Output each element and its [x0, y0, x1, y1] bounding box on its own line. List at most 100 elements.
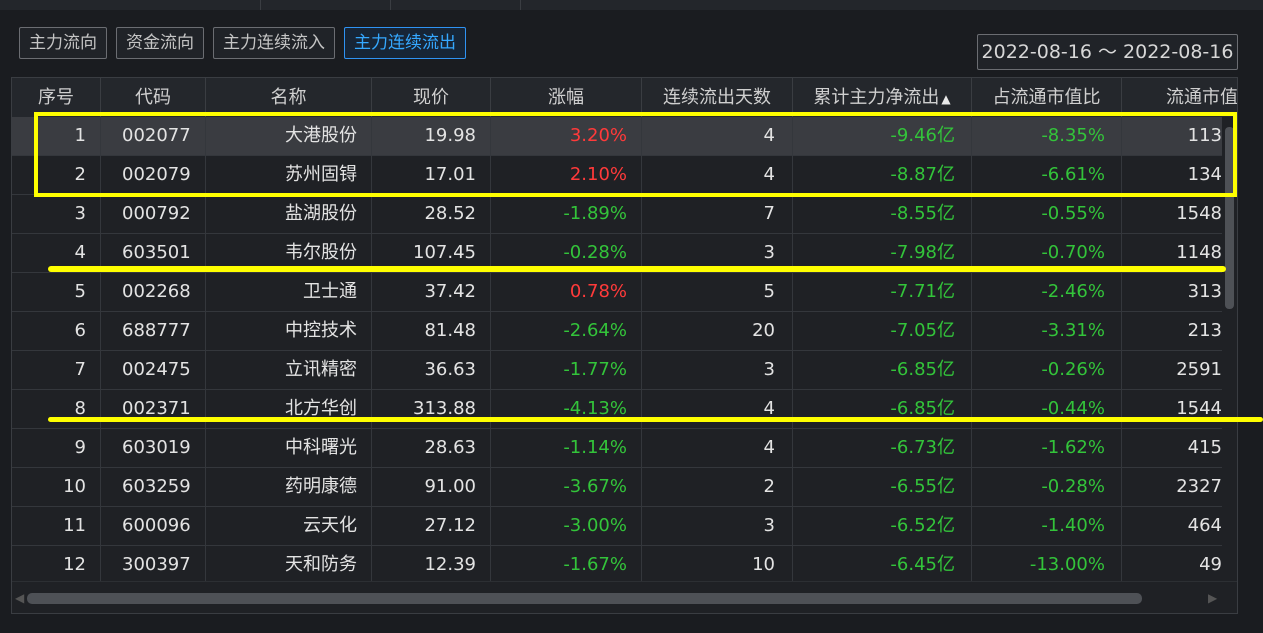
- table-row[interactable]: 2 002079 苏州固锝 17.01 2.10% 4 -8.87亿 -6.61% 134: [12, 156, 1222, 195]
- cell-index: 5: [12, 273, 101, 311]
- cell-name: 中控技术: [206, 312, 372, 350]
- cell-index: 3: [12, 195, 101, 233]
- cell-price: 81.48: [372, 312, 491, 350]
- cell-price: 91.00: [372, 468, 491, 506]
- cell-price: 313.88: [372, 390, 491, 428]
- cell-outflow-days: 3: [642, 351, 793, 389]
- cell-code: 002475: [101, 351, 206, 389]
- cell-float-mcap: 113: [1187, 125, 1222, 146]
- cell-code: 002268: [101, 273, 206, 311]
- cell-float-mcap: 49: [1199, 554, 1222, 575]
- top-strip-segment[interactable]: [390, 0, 521, 10]
- cell-float-ratio: -3.31%: [972, 312, 1122, 350]
- table-body: 1 002077 大港股份 19.98 3.20% 4 -9.46亿 -8.35% 113 2 00…: [12, 117, 1222, 581]
- table-row[interactable]: 7 002475 立讯精密 36.63 -1.77% 3 -6.85亿 -0.26% 2591: [12, 351, 1222, 390]
- cell-price: 28.52: [372, 195, 491, 233]
- cell-net-outflow: -7.05亿: [793, 312, 972, 350]
- column-header-price[interactable]: 现价: [372, 78, 491, 117]
- cell-index: 6: [12, 312, 101, 350]
- cell-outflow-days: 2: [642, 468, 793, 506]
- cell-change: -3.67%: [491, 468, 642, 506]
- flow-type-tabs: 主力流向 资金流向 主力连续流入 主力连续流出: [19, 27, 466, 61]
- cell-float-ratio: -0.28%: [972, 468, 1122, 506]
- table-row[interactable]: 4 603501 韦尔股份 107.45 -0.28% 3 -7.98亿 -0.70% 1148: [12, 234, 1222, 273]
- cell-float-ratio: -0.26%: [972, 351, 1122, 389]
- tab-continuous-outflow[interactable]: 主力连续流出: [344, 27, 466, 59]
- table-row[interactable]: 3 000792 盐湖股份 28.52 -1.89% 7 -8.55亿 -0.55% 1548: [12, 195, 1222, 234]
- cell-net-outflow: -6.85亿: [793, 390, 972, 428]
- table-row[interactable]: 11 600096 云天化 27.12 -3.00% 3 -6.52亿 -1.40% 464: [12, 507, 1222, 546]
- cell-float-mcap: 1148: [1176, 242, 1222, 263]
- top-tab-strip: [0, 0, 1263, 10]
- scroll-left-icon[interactable]: ◀: [15, 591, 25, 605]
- table-row[interactable]: 8 002371 北方华创 313.88 -4.13% 4 -6.85亿 -0.44% 1544: [12, 390, 1222, 429]
- cell-name: 盐湖股份: [206, 195, 372, 233]
- top-strip-segment[interactable]: [260, 0, 391, 10]
- table-row[interactable]: 5 002268 卫士通 37.42 0.78% 5 -7.71亿 -2.46% 313: [12, 273, 1222, 312]
- tab-continuous-inflow[interactable]: 主力连续流入: [213, 27, 335, 59]
- cell-change: -4.13%: [491, 390, 642, 428]
- sort-ascending-icon: ▲: [941, 92, 951, 106]
- scroll-right-icon[interactable]: ▶: [1208, 591, 1218, 605]
- column-header-index[interactable]: 序号: [12, 78, 101, 117]
- cell-name: 韦尔股份: [206, 234, 372, 272]
- cell-net-outflow: -8.87亿: [793, 156, 972, 194]
- table-row[interactable]: 10 603259 药明康德 91.00 -3.67% 2 -6.55亿 -0.28% 2327: [12, 468, 1222, 507]
- cell-change: 0.78%: [491, 273, 642, 311]
- vertical-scrollbar[interactable]: [1222, 117, 1237, 581]
- cell-name: 天和防务: [206, 546, 372, 581]
- cell-price: 19.98: [372, 117, 491, 155]
- cell-change: -1.14%: [491, 429, 642, 467]
- cell-float-ratio: -13.00%: [972, 546, 1122, 581]
- cell-change: -1.77%: [491, 351, 642, 389]
- date-range-picker[interactable]: 2022-08-16 ～ 2022-08-16: [977, 34, 1238, 70]
- tab-main-flow[interactable]: 主力流向: [19, 27, 107, 59]
- table-row[interactable]: 1 002077 大港股份 19.98 3.20% 4 -9.46亿 -8.35% 113: [12, 117, 1222, 156]
- column-header-change[interactable]: 涨幅: [491, 78, 642, 117]
- cell-float-ratio: -2.46%: [972, 273, 1122, 311]
- cell-float-ratio: -0.55%: [972, 195, 1122, 233]
- cell-outflow-days: 5: [642, 273, 793, 311]
- cell-change: 3.20%: [491, 117, 642, 155]
- tab-capital-flow[interactable]: 资金流向: [116, 27, 204, 59]
- cell-code: 600096: [101, 507, 206, 545]
- column-header-name[interactable]: 名称: [206, 78, 372, 117]
- stock-table: 序号 代码 名称 现价 涨幅 连续流出天数 累计主力净流出 ▲ 占流通市值比 流通…: [11, 77, 1238, 614]
- cell-name: 药明康德: [206, 468, 372, 506]
- cell-code: 300397: [101, 546, 206, 581]
- cell-price: 107.45: [372, 234, 491, 272]
- table-header: 序号 代码 名称 现价 涨幅 连续流出天数 累计主力净流出 ▲ 占流通市值比 流通…: [12, 78, 1238, 118]
- column-header-net-outflow[interactable]: 累计主力净流出 ▲: [793, 78, 972, 117]
- table-row[interactable]: 6 688777 中控技术 81.48 -2.64% 20 -7.05亿 -3.31% 213: [12, 312, 1222, 351]
- cell-net-outflow: -7.98亿: [793, 234, 972, 272]
- vertical-scrollbar-thumb[interactable]: [1225, 127, 1234, 309]
- column-header-float-ratio[interactable]: 占流通市值比: [972, 78, 1122, 117]
- table-row[interactable]: 12 300397 天和防务 12.39 -1.67% 10 -6.45亿 -13.00% 49: [12, 546, 1222, 581]
- cell-price: 37.42: [372, 273, 491, 311]
- column-header-code[interactable]: 代码: [101, 78, 206, 117]
- cell-code: 603501: [101, 234, 206, 272]
- cell-float-ratio: -0.44%: [972, 390, 1122, 428]
- horizontal-scrollbar-thumb[interactable]: [27, 593, 1142, 604]
- cell-name: 苏州固锝: [206, 156, 372, 194]
- cell-outflow-days: 3: [642, 234, 793, 272]
- cell-change: -2.64%: [491, 312, 642, 350]
- cell-float-mcap: 2591: [1176, 359, 1222, 380]
- cell-change: -0.28%: [491, 234, 642, 272]
- cell-outflow-days: 4: [642, 429, 793, 467]
- horizontal-scrollbar[interactable]: ◀ ▶: [12, 581, 1237, 613]
- cell-code: 688777: [101, 312, 206, 350]
- cell-price: 27.12: [372, 507, 491, 545]
- cell-change: -1.67%: [491, 546, 642, 581]
- cell-index: 10: [12, 468, 101, 506]
- column-header-outflow-days[interactable]: 连续流出天数: [642, 78, 793, 117]
- cell-net-outflow: -6.55亿: [793, 468, 972, 506]
- top-strip-segment[interactable]: [0, 0, 261, 10]
- column-header-net-outflow-label: 累计主力净流出: [813, 87, 940, 108]
- cell-name: 云天化: [206, 507, 372, 545]
- column-header-float-mcap[interactable]: 流通市值: [1166, 87, 1238, 108]
- cell-name: 中科曙光: [206, 429, 372, 467]
- cell-float-mcap: 2327: [1176, 476, 1222, 497]
- table-row[interactable]: 9 603019 中科曙光 28.63 -1.14% 4 -6.73亿 -1.62% 415: [12, 429, 1222, 468]
- cell-index: 12: [12, 546, 101, 581]
